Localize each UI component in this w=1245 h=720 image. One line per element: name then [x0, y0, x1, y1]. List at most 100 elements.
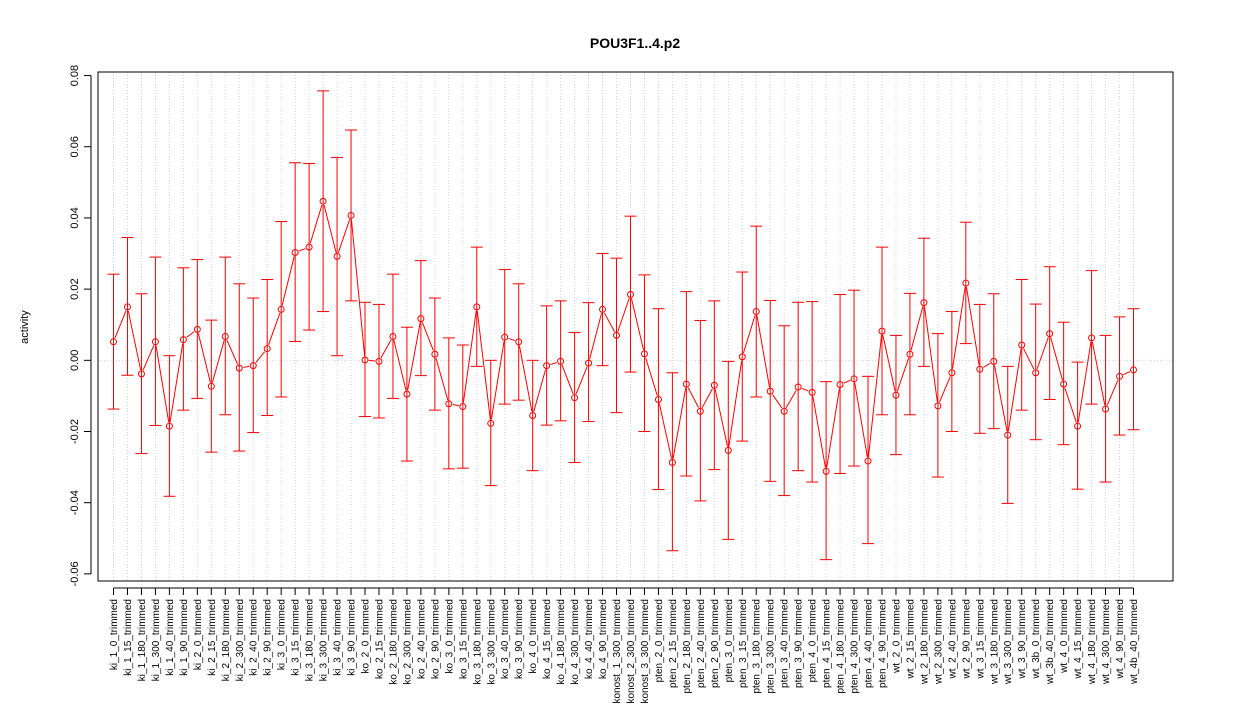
data-point [291, 248, 299, 256]
series-line-segment [994, 365, 1008, 432]
x-tick-label: wt_2_0_trimmed [891, 599, 902, 674]
grid-layer [113, 72, 1134, 581]
x-tick-label: wt_3_90_trimmed [1017, 599, 1028, 679]
x-tick-label: ki_2_90_trimmed [263, 599, 274, 676]
series-line-segment [617, 298, 630, 332]
series-line-segment [350, 219, 366, 357]
data-point [1130, 366, 1137, 374]
data-point [515, 338, 523, 346]
x-tick-label: ko_3_90_trimmed [514, 599, 525, 679]
x-tick-label: pten_3_180_trimmed [752, 599, 763, 694]
x-tick-label: wt_2_90_trimmed [961, 599, 972, 679]
x-tick-label: ko_2_180_trimmed [388, 599, 399, 685]
x-tick-label: wt_2_300_trimmed [933, 599, 944, 685]
data-point [235, 364, 243, 372]
data-point [976, 365, 984, 373]
series-line-segment [672, 388, 687, 459]
x-tick-label: ki_1_300_trimmed [151, 599, 162, 681]
data-point [752, 308, 760, 316]
chart-title: POU3F1..4.p2 [590, 35, 680, 51]
x-tick-label: ko_3_180_trimmed [472, 599, 483, 685]
data-point [599, 305, 607, 313]
x-tick-label: ko_3_15_trimmed [458, 599, 469, 679]
data-point [934, 402, 942, 410]
data-point [738, 353, 746, 361]
x-tick-label: wt_2_40_trimmed [947, 599, 958, 679]
series-line-segment [421, 322, 434, 351]
series-line-segment [965, 286, 980, 366]
x-tick-label: ko_2_15_trimmed [374, 599, 385, 679]
x-tick-label: ki_2_15_trimmed [207, 599, 218, 676]
series-line-segment [142, 345, 155, 371]
series-line-segment [518, 345, 533, 412]
x-tick-label: konost_3_300_trimmed [640, 599, 651, 704]
x-tick-label: ki_1_40_trimmed [165, 599, 176, 676]
x-tick-label: wt_3b_40_trimmed [1045, 599, 1056, 685]
data-point [654, 395, 662, 403]
data-point [864, 457, 872, 465]
x-tick-label: ki_3_180_trimmed [305, 599, 316, 681]
series-line-segment [337, 219, 351, 253]
data-point [501, 333, 509, 341]
y-axis: -0.06 -0.04 -0.02 0.00 0.02 0.04 0.06 0.08 [69, 65, 92, 586]
series-line-segment [1050, 337, 1064, 381]
series-line-segment [728, 360, 743, 447]
x-tick-label: ki_1_0_trimmed [109, 599, 120, 670]
x-tick-label: pten_3_90_trimmed [794, 599, 805, 688]
x-tick-label: ki_3_90_trimmed [347, 599, 358, 676]
data-point [263, 345, 271, 353]
y-axis-label: activity [19, 310, 31, 344]
data-point [962, 279, 970, 287]
x-tick-label: pten_2_0_trimmed [654, 599, 665, 682]
x-tick-label: pten_2_180_trimmed [682, 599, 693, 694]
x-tick-label: ko_4_300_trimmed [570, 599, 581, 685]
series-line-segment [243, 365, 250, 368]
x-tick-label: ki_2_180_trimmed [221, 599, 232, 681]
series-line-segment [323, 204, 337, 253]
data-point [110, 338, 117, 346]
x-tick-label: pten_3_15_trimmed [738, 599, 749, 688]
data-point [277, 305, 285, 313]
series-line-segment [575, 366, 588, 395]
data-point [920, 299, 928, 307]
series-line-segment [380, 339, 392, 359]
data-points-layer [110, 197, 1137, 475]
series-line-segment [1023, 348, 1035, 370]
data-point [221, 332, 229, 340]
x-tick-label: pten_4_300_trimmed [850, 599, 861, 694]
x-tick-label: ki_1_90_trimmed [179, 599, 190, 676]
x-tick-label: ki_2_300_trimmed [235, 599, 246, 681]
series-line-segment [742, 315, 756, 354]
series-line-segment [714, 389, 728, 447]
y-tick-label: 0.02 [69, 278, 81, 299]
series-line-segment [1091, 341, 1106, 406]
x-tick-label: pten_2_90_trimmed [710, 599, 721, 688]
x-tick-label: ko_2_0_trimmed [361, 599, 372, 673]
series-line-segment [197, 333, 211, 383]
data-point [571, 394, 579, 402]
x-tick-label: pten_4_90_trimmed [877, 599, 888, 688]
x-tick-label: pten_4_40_trimmed [864, 599, 875, 688]
series-line-segment [1036, 337, 1049, 370]
data-point [249, 362, 257, 370]
series-line-segment [186, 331, 195, 338]
data-point [1088, 334, 1096, 342]
series-line-segment [407, 322, 421, 391]
series-line-segment [882, 334, 896, 392]
series-line-segment [1077, 341, 1092, 423]
y-tick-label: 0.00 [69, 350, 81, 371]
x-tick-label: wt_4_0_trimmed [1059, 599, 1070, 674]
series-line-segment [508, 337, 516, 342]
y-tick-label: 0.04 [69, 207, 81, 228]
x-tick-label: ko_4_40_trimmed [584, 599, 595, 679]
x-tick-label: pten_4_180_trimmed [836, 599, 847, 694]
series-line-segment [603, 312, 616, 333]
y-tick-label: -0.02 [69, 419, 81, 444]
x-tick-label: ki_2_0_trimmed [193, 599, 204, 670]
x-tick-label: pten_3_300_trimmed [766, 599, 777, 694]
data-point [668, 458, 676, 466]
data-point [1046, 330, 1054, 338]
series-line-segment [1064, 387, 1077, 423]
data-point [151, 338, 159, 346]
